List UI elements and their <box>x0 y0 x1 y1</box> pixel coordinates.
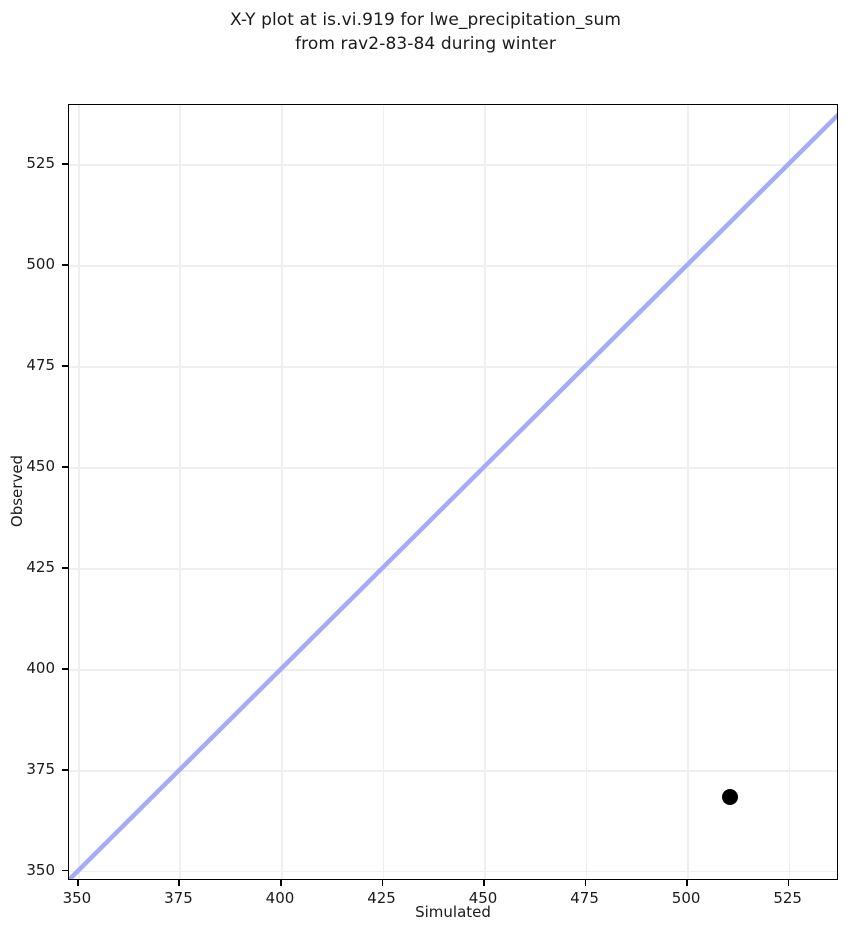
x-tick-mark <box>787 880 790 886</box>
y-tick-mark <box>62 768 68 771</box>
y-tick-mark <box>62 364 68 367</box>
gridline-vertical <box>382 105 385 879</box>
gridline-vertical <box>280 105 283 879</box>
y-tick-label: 350 <box>26 860 55 879</box>
gridline-vertical <box>484 105 486 879</box>
x-tick-label: 450 <box>468 889 498 907</box>
gridline-horizontal <box>69 870 837 873</box>
x-tick-label: 525 <box>773 889 802 907</box>
y-tick-mark <box>62 263 68 266</box>
gridline-horizontal <box>69 567 837 570</box>
y-tick-mark <box>62 869 68 872</box>
x-tick-label: 350 <box>62 889 92 907</box>
y-tick-mark <box>62 162 68 165</box>
gridline-vertical <box>687 105 689 879</box>
x-tick-mark <box>584 880 587 886</box>
x-tick-mark <box>483 880 485 886</box>
gridline-vertical <box>179 105 182 879</box>
gridline-vertical <box>788 105 791 879</box>
y-tick-label: 425 <box>26 557 55 576</box>
gridline-horizontal <box>69 668 837 671</box>
gridline-horizontal <box>69 264 837 267</box>
chart-title: X-Y plot at is.vi.919 for lwe_precipitat… <box>0 8 851 56</box>
gridline-horizontal <box>69 163 837 166</box>
chart-title-line-2: from rav2-83-84 during winter <box>295 34 556 54</box>
y-tick-mark <box>62 566 68 569</box>
chart-title-line-1: X-Y plot at is.vi.919 for lwe_precipitat… <box>229 10 622 30</box>
x-tick-label: 425 <box>367 889 396 907</box>
x-tick-label: 400 <box>265 889 295 907</box>
y-tick-mark <box>62 465 68 468</box>
gridline-vertical <box>585 105 588 879</box>
x-tick-mark <box>178 880 181 886</box>
x-tick-label: 475 <box>570 889 599 907</box>
y-tick-mark <box>62 667 68 670</box>
data-point <box>722 788 739 805</box>
gridline-horizontal <box>69 365 837 368</box>
x-tick-mark <box>686 880 688 886</box>
y-tick-label: 400 <box>26 658 55 677</box>
x-tick-mark <box>76 880 79 886</box>
y-tick-label: 450 <box>26 456 55 475</box>
x-tick-label: 500 <box>671 889 701 907</box>
x-tick-label: 375 <box>164 889 193 907</box>
x-axis-label: Simulated <box>415 903 491 921</box>
y-axis-label: Observed <box>8 454 26 528</box>
plot-area <box>68 104 838 880</box>
y-tick-label: 375 <box>26 759 55 778</box>
gridline-horizontal <box>69 466 837 469</box>
gridline-horizontal <box>69 769 837 772</box>
gridline-vertical <box>77 105 80 879</box>
one-to-one-reference-line <box>69 105 838 880</box>
x-tick-mark <box>381 880 384 886</box>
y-tick-label: 475 <box>26 355 55 374</box>
x-tick-mark <box>279 880 282 886</box>
y-tick-label: 525 <box>26 153 55 172</box>
y-tick-label: 500 <box>26 254 55 273</box>
